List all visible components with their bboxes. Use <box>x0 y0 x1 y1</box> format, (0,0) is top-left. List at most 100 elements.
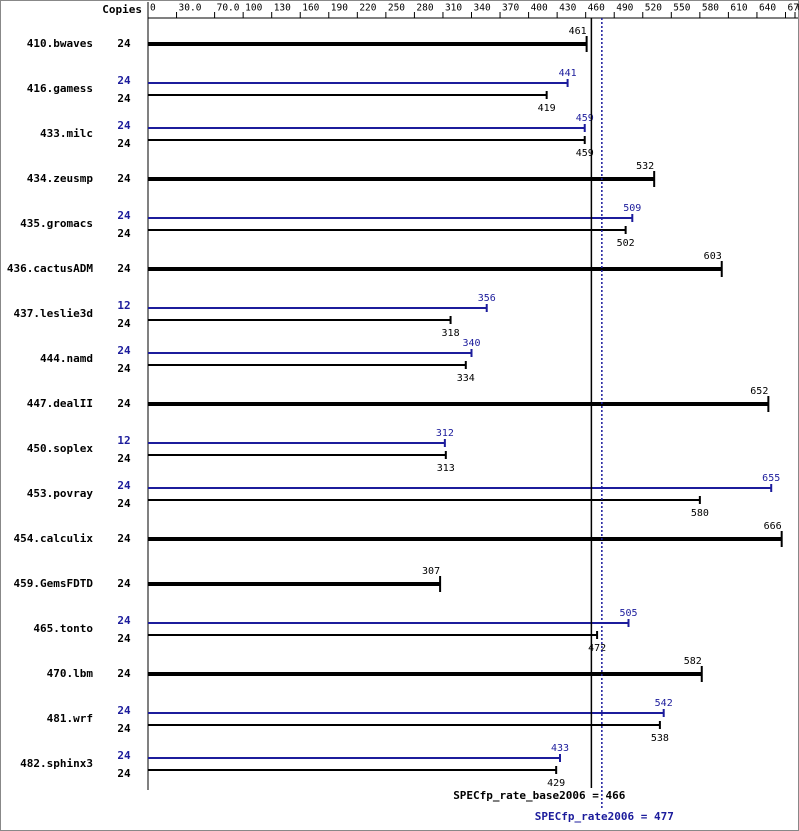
value-label: 340 <box>462 338 480 349</box>
copies: 24 <box>117 92 131 105</box>
bar <box>148 42 587 46</box>
x-tick-label: 610 <box>730 3 747 14</box>
bar <box>148 537 782 541</box>
value-label: 318 <box>442 328 460 339</box>
copies: 24 <box>117 74 131 87</box>
x-tick-label: 250 <box>388 3 405 14</box>
benchmark-name: 437.leslie3d <box>14 307 93 320</box>
value-label: 312 <box>436 428 454 439</box>
value-label: 532 <box>636 161 654 172</box>
value-label: 356 <box>478 293 496 304</box>
value-label: 580 <box>691 508 709 519</box>
x-tick-label: 580 <box>702 3 719 14</box>
copies: 24 <box>117 397 131 410</box>
benchmark-name: 433.milc <box>40 127 93 140</box>
value-label: 655 <box>762 473 780 484</box>
value-label: 441 <box>559 68 577 79</box>
x-tick-label: 520 <box>645 3 662 14</box>
copies: 24 <box>117 227 131 240</box>
benchmark-name: 416.gamess <box>27 82 93 95</box>
copies: 24 <box>117 119 131 132</box>
x-tick-label: 160 <box>302 3 319 14</box>
benchmark-name: 450.soplex <box>27 442 94 455</box>
bar <box>148 582 441 586</box>
value-label: 542 <box>655 698 673 709</box>
benchmark-name: 465.tonto <box>33 622 93 635</box>
copies: 12 <box>117 299 130 312</box>
copies: 24 <box>117 632 131 645</box>
value-label: 313 <box>437 463 455 474</box>
value-label: 652 <box>750 386 768 397</box>
value-label: 502 <box>617 238 635 249</box>
x-tick-label: 0 <box>150 3 156 14</box>
x-tick-label: 430 <box>559 3 576 14</box>
x-tick-label: 310 <box>445 3 462 14</box>
benchmark-name: 470.lbm <box>47 667 94 680</box>
value-label: 666 <box>764 521 782 532</box>
benchmark-name: 444.namd <box>40 352 93 365</box>
benchmark-name: 435.gromacs <box>20 217 93 230</box>
benchmark-name: 447.dealII <box>27 397 93 410</box>
value-label: 509 <box>623 203 641 214</box>
x-tick-label: 190 <box>331 3 348 14</box>
copies: 24 <box>117 344 131 357</box>
benchmark-name: 481.wrf <box>47 712 93 725</box>
copies: 24 <box>117 37 131 50</box>
x-tick-label: 490 <box>616 3 633 14</box>
copies: 24 <box>117 317 131 330</box>
base-metric-label: SPECfp_rate_base2006 = 466 <box>453 789 626 802</box>
x-tick-label: 30.0 <box>179 3 202 14</box>
copies: 24 <box>117 577 131 590</box>
bar <box>148 177 655 181</box>
value-label: 419 <box>538 103 556 114</box>
copies: 24 <box>117 767 131 780</box>
copies: 24 <box>117 479 131 492</box>
x-tick-label: 220 <box>359 3 376 14</box>
value-label: 505 <box>619 608 637 619</box>
x-tick-label: 280 <box>416 3 433 14</box>
benchmark-name: 453.povray <box>27 487 94 500</box>
copies: 24 <box>117 614 131 627</box>
bar <box>148 402 769 406</box>
copies: 24 <box>117 262 131 275</box>
value-label: 538 <box>651 733 669 744</box>
copies: 24 <box>117 722 131 735</box>
copies: 24 <box>117 452 131 465</box>
benchmark-name: 410.bwaves <box>27 37 93 50</box>
copies: 12 <box>117 434 130 447</box>
benchmark-name: 436.cactusADM <box>7 262 93 275</box>
copies: 24 <box>117 209 131 222</box>
copies: 24 <box>117 667 131 680</box>
bar <box>148 267 722 271</box>
copies-header: Copies <box>102 3 142 16</box>
x-tick-label: 70.0 <box>217 3 240 14</box>
x-tick-label: 640 <box>759 3 776 14</box>
x-tick-label: 550 <box>673 3 690 14</box>
copies: 24 <box>117 497 131 510</box>
value-label: 334 <box>457 373 475 384</box>
value-label: 603 <box>704 251 722 262</box>
x-tick-label: 680 <box>797 3 799 14</box>
x-tick-label: 340 <box>474 3 491 14</box>
value-label: 459 <box>576 148 594 159</box>
value-label: 461 <box>569 26 587 37</box>
x-tick-label: 100 <box>245 3 262 14</box>
value-label: 307 <box>422 566 440 577</box>
x-tick-label: 400 <box>531 3 548 14</box>
benchmark-name: 454.calculix <box>14 532 94 545</box>
copies: 24 <box>117 137 131 150</box>
x-tick-label: 130 <box>274 3 291 14</box>
benchmark-name: 482.sphinx3 <box>20 757 93 770</box>
x-tick-label: 670 <box>787 3 799 14</box>
bar <box>148 672 702 676</box>
copies: 24 <box>117 532 131 545</box>
copies: 24 <box>117 362 131 375</box>
value-label: 429 <box>547 778 565 789</box>
benchmark-name: 459.GemsFDTD <box>14 577 94 590</box>
value-label: 433 <box>551 743 569 754</box>
benchmark-name: 434.zeusmp <box>27 172 94 185</box>
value-label: 459 <box>576 113 594 124</box>
value-label: 582 <box>684 656 702 667</box>
x-tick-label: 370 <box>502 3 519 14</box>
